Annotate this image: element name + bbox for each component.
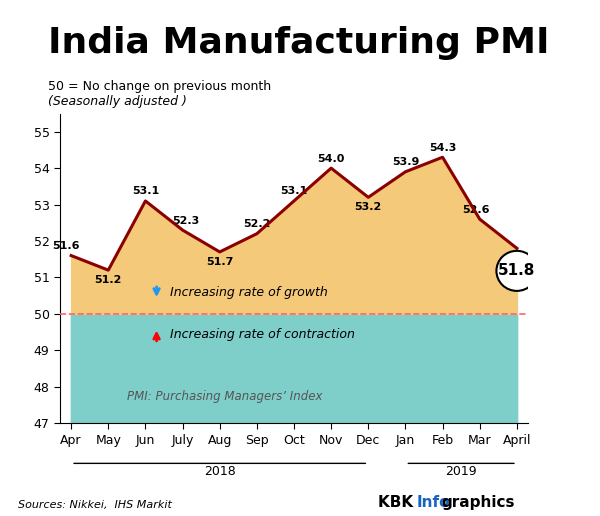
Text: 51.7: 51.7 xyxy=(206,256,233,267)
Text: KBK: KBK xyxy=(378,495,418,510)
Text: 51.8: 51.8 xyxy=(498,263,536,278)
Text: 53.9: 53.9 xyxy=(392,157,419,167)
Text: Sources: Nikkei,  IHS Markit: Sources: Nikkei, IHS Markit xyxy=(18,500,172,510)
Text: Info: Info xyxy=(417,495,451,510)
Text: 50 = No change on previous month: 50 = No change on previous month xyxy=(48,80,271,93)
Text: 2019: 2019 xyxy=(445,465,477,478)
Text: 53.2: 53.2 xyxy=(355,202,382,212)
Text: PMI: Purchasing Managers’ Index: PMI: Purchasing Managers’ Index xyxy=(127,390,322,403)
Text: 54.0: 54.0 xyxy=(317,154,345,164)
Text: graphics: graphics xyxy=(441,495,515,510)
Text: 2018: 2018 xyxy=(204,465,236,478)
Text: 52.6: 52.6 xyxy=(462,204,490,215)
Circle shape xyxy=(496,251,537,291)
Text: 51.2: 51.2 xyxy=(95,275,122,285)
Text: 51.6: 51.6 xyxy=(52,241,79,251)
Text: (Seasonally adjusted ): (Seasonally adjusted ) xyxy=(48,95,187,108)
Text: 53.1: 53.1 xyxy=(280,186,308,197)
Text: Increasing rate of contraction: Increasing rate of contraction xyxy=(170,329,355,342)
Text: India Manufacturing PMI: India Manufacturing PMI xyxy=(48,26,550,60)
Text: 54.3: 54.3 xyxy=(429,142,456,153)
Text: 52.2: 52.2 xyxy=(243,219,271,229)
Text: 53.1: 53.1 xyxy=(132,186,159,197)
Text: Increasing rate of growth: Increasing rate of growth xyxy=(170,286,328,299)
Text: 52.3: 52.3 xyxy=(173,216,200,225)
